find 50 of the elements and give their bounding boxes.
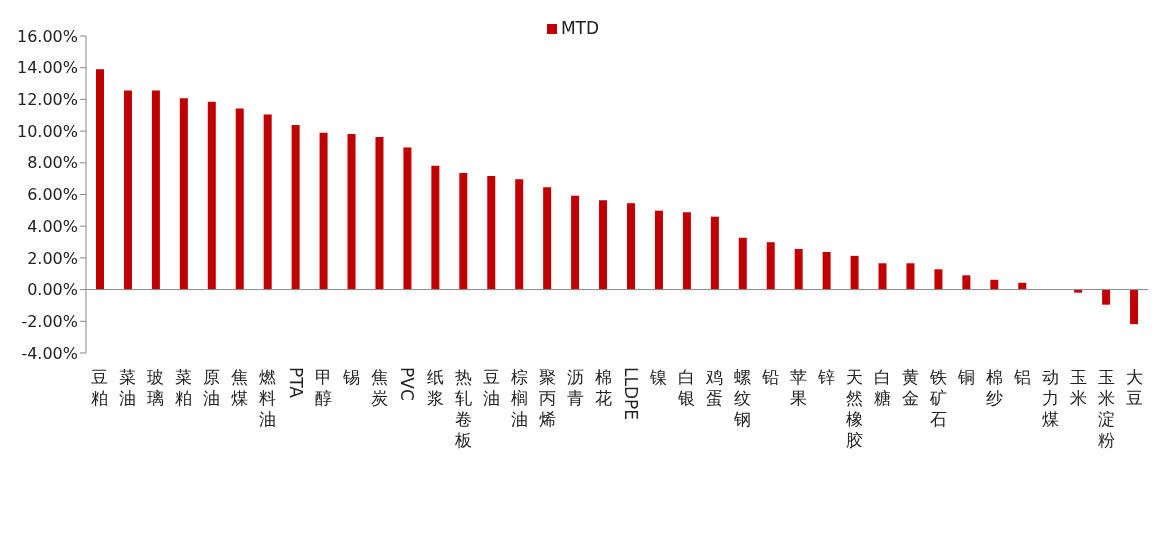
- x-tick-label: PVC: [397, 367, 418, 401]
- y-tick-label: 12.00%: [16, 90, 78, 110]
- y-tick-label: -2.00%: [21, 311, 78, 331]
- legend-label: MTD: [560, 18, 600, 38]
- x-tick-label: 燃料油: [259, 367, 277, 429]
- y-tick-label: 4.00%: [27, 216, 78, 236]
- y-tick-label: 6.00%: [27, 185, 78, 205]
- x-tick-label: 大豆: [1125, 367, 1143, 408]
- x-tick-label: 甲醇: [315, 367, 333, 408]
- y-tick-label: 2.00%: [27, 248, 78, 268]
- y-tick-label: 0.00%: [27, 280, 78, 300]
- x-tick-label: 苹果: [790, 367, 808, 408]
- x-tick-label: 玉米: [1069, 367, 1087, 408]
- x-tick-label: 铜: [956, 367, 975, 387]
- x-tick-label: 菜粕: [175, 367, 193, 408]
- x-tick-label: 菜油: [119, 367, 137, 408]
- x-tick-label: 天然橡胶: [846, 367, 864, 450]
- x-tick-label: 铅: [761, 367, 780, 387]
- x-tick-label: 黄金: [901, 367, 919, 408]
- x-tick-label: PTA: [285, 367, 306, 399]
- x-tick-label: 螺纹钢: [733, 367, 752, 429]
- y-tick-label: -4.00%: [21, 343, 78, 363]
- x-tick-label: 锡: [342, 367, 360, 387]
- x-tick-label: 玉米淀粉: [1097, 367, 1115, 450]
- x-tick-label: 玻璃: [147, 367, 165, 408]
- x-tick-label: 棕榈油: [510, 367, 528, 429]
- y-tick-label: 8.00%: [27, 153, 78, 173]
- x-tick-label: LLDPE: [620, 367, 641, 421]
- x-tick-label: 沥青: [566, 367, 584, 408]
- x-tick-label: 焦煤: [231, 367, 249, 408]
- x-tick-label: 原油: [203, 367, 221, 408]
- x-tick-label: 纸浆: [426, 367, 444, 408]
- x-tick-label: 焦炭: [370, 367, 388, 408]
- x-tick-label: 铝: [1012, 367, 1031, 387]
- x-tick-label: 棉花: [594, 367, 612, 408]
- x-tick-label: 动力煤: [1041, 367, 1059, 429]
- x-tick-label: 白糖: [874, 367, 891, 408]
- x-tick-label: 白银: [677, 367, 696, 408]
- x-tick-label: 镍: [649, 367, 668, 387]
- y-tick-label: 14.00%: [16, 58, 78, 78]
- x-tick-label: 鸡蛋: [705, 367, 724, 408]
- x-tick-label: 豆油: [482, 367, 500, 408]
- x-tick-label: 豆粕: [91, 367, 109, 408]
- x-tick-label: 棉纱: [985, 367, 1003, 408]
- x-tick-label: 铁矿石: [928, 367, 947, 429]
- y-tick-label: 16.00%: [16, 26, 78, 46]
- y-tick-label: 10.00%: [16, 121, 78, 141]
- x-tick-label: 锌: [817, 367, 836, 387]
- x-tick-label: 聚丙烯: [538, 367, 556, 429]
- x-tick-label: 热轧卷板: [453, 367, 472, 450]
